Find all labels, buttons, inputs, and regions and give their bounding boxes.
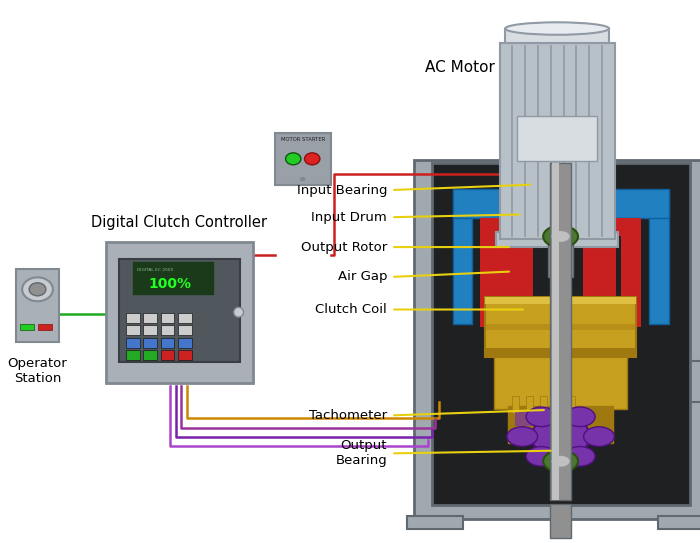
Bar: [20, 324, 34, 330]
Text: Operator
Station: Operator Station: [8, 357, 67, 386]
Bar: [550, 504, 571, 538]
Bar: [550, 163, 571, 500]
Ellipse shape: [234, 307, 244, 317]
Ellipse shape: [526, 407, 556, 427]
Bar: [480, 308, 640, 327]
Bar: [494, 355, 626, 409]
Bar: [480, 218, 640, 236]
Text: Digital Clutch Controller: Digital Clutch Controller: [92, 214, 267, 230]
Bar: [143, 325, 157, 335]
Text: Input Drum: Input Drum: [312, 211, 387, 224]
Ellipse shape: [29, 283, 46, 296]
Ellipse shape: [22, 277, 53, 301]
Bar: [160, 350, 174, 360]
Bar: [143, 350, 157, 360]
Ellipse shape: [564, 446, 595, 466]
Bar: [160, 338, 174, 348]
Bar: [500, 43, 615, 239]
Text: Output
Bearing: Output Bearing: [335, 439, 387, 468]
Bar: [407, 516, 463, 529]
Text: MOTOR STARTER: MOTOR STARTER: [281, 137, 325, 142]
Bar: [15, 269, 60, 342]
Bar: [178, 313, 192, 323]
Bar: [126, 313, 139, 323]
Bar: [548, 238, 573, 277]
Text: DIGITAL EC 2000: DIGITAL EC 2000: [136, 268, 173, 272]
Ellipse shape: [552, 456, 570, 466]
Bar: [453, 190, 472, 324]
Bar: [500, 236, 533, 308]
Bar: [508, 406, 613, 444]
Ellipse shape: [584, 427, 615, 446]
Bar: [160, 313, 174, 323]
Bar: [414, 160, 700, 519]
Ellipse shape: [304, 153, 320, 165]
Bar: [143, 338, 157, 348]
Bar: [690, 361, 700, 402]
Bar: [583, 236, 617, 308]
Bar: [515, 411, 575, 426]
Bar: [126, 350, 139, 360]
Bar: [178, 338, 192, 348]
Bar: [485, 297, 636, 304]
Bar: [143, 313, 157, 323]
Ellipse shape: [543, 450, 578, 472]
Bar: [512, 395, 519, 413]
Bar: [527, 214, 594, 245]
Bar: [505, 29, 609, 43]
Bar: [554, 395, 561, 413]
Bar: [178, 325, 192, 335]
Text: Tachometer: Tachometer: [309, 409, 387, 422]
Bar: [126, 325, 139, 335]
Bar: [480, 218, 500, 327]
Bar: [658, 516, 700, 529]
Bar: [517, 117, 597, 161]
Bar: [275, 133, 330, 185]
Ellipse shape: [507, 427, 538, 446]
Bar: [496, 232, 618, 247]
Text: Air Gap: Air Gap: [337, 270, 387, 283]
Bar: [621, 218, 640, 327]
Bar: [432, 163, 690, 505]
Bar: [526, 395, 533, 413]
Bar: [119, 259, 240, 362]
Bar: [485, 297, 636, 357]
Bar: [106, 242, 253, 383]
Text: Output Rotor: Output Rotor: [301, 241, 387, 254]
Bar: [178, 350, 192, 360]
Bar: [453, 188, 668, 218]
Bar: [552, 163, 559, 500]
Bar: [485, 349, 636, 357]
Ellipse shape: [286, 153, 301, 165]
Text: Clutch Coil: Clutch Coil: [315, 303, 387, 316]
Bar: [485, 324, 636, 330]
Bar: [126, 338, 139, 348]
Ellipse shape: [543, 225, 578, 247]
Bar: [649, 190, 668, 324]
Ellipse shape: [564, 407, 595, 427]
Bar: [133, 262, 213, 294]
Text: Input Bearing: Input Bearing: [297, 184, 387, 197]
Bar: [568, 395, 575, 413]
Text: 100%: 100%: [148, 277, 192, 291]
Text: AC Motor: AC Motor: [425, 60, 495, 75]
Bar: [160, 325, 174, 335]
Ellipse shape: [505, 22, 609, 35]
Ellipse shape: [526, 446, 556, 466]
Ellipse shape: [531, 416, 590, 457]
Bar: [38, 324, 52, 330]
Ellipse shape: [300, 177, 305, 181]
Bar: [540, 395, 547, 413]
Ellipse shape: [552, 231, 570, 242]
